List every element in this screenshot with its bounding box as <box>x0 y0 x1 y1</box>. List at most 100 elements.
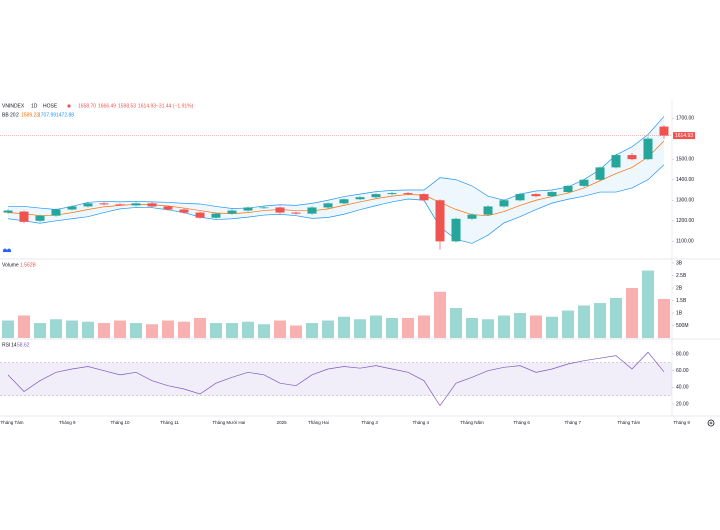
volume-bar <box>114 320 126 338</box>
bb-lower <box>7 164 665 244</box>
low: 1598.53 <box>118 103 136 109</box>
volume-bar <box>210 323 222 338</box>
candle-body <box>195 212 205 218</box>
close: 1614.93 <box>138 103 156 109</box>
bb-period: 20 <box>10 112 16 118</box>
bb-mid-value: 1589.23 <box>21 112 39 118</box>
y-tick-label: 1700.00 <box>676 115 694 121</box>
candle-body <box>531 194 541 197</box>
volume-bar <box>610 298 622 338</box>
x-tick-label: Tháng 6 <box>513 420 530 425</box>
volume-bar <box>34 323 46 338</box>
candle-body <box>579 179 589 186</box>
rsi-name: RSI <box>2 342 10 348</box>
candle-body <box>451 218 461 242</box>
y-tick-label: 80.00 <box>676 351 689 357</box>
volume-bar <box>242 321 254 338</box>
candle-body <box>483 206 493 215</box>
gear[interactable] <box>707 419 715 427</box>
candle-body <box>243 207 253 211</box>
volume-bar <box>578 305 590 338</box>
volume-bar <box>98 323 110 338</box>
volume-bar <box>146 324 158 338</box>
volume-bar <box>130 323 142 338</box>
high: 1666.49 <box>98 103 116 109</box>
volume-bar <box>482 319 494 338</box>
volume-bar <box>626 288 638 338</box>
candle-body <box>115 204 125 206</box>
volume-bar <box>338 316 350 338</box>
y-tick-label: 1100.00 <box>676 239 694 245</box>
volume-bar <box>290 325 302 338</box>
x-tick-label: Tháng 9 <box>673 420 690 425</box>
candle-body <box>51 209 61 216</box>
volume-bar <box>322 320 334 338</box>
gear-center[interactable] <box>709 421 713 425</box>
candle-body <box>35 215 45 221</box>
candle-body <box>275 207 285 213</box>
volume-bar <box>562 310 574 338</box>
x-tick-label: Tháng Mười Hai <box>212 420 245 425</box>
y-tick-label: 1500.00 <box>676 157 694 163</box>
candle-body <box>627 155 637 160</box>
candle-body <box>515 194 525 201</box>
candle-body <box>467 214 477 219</box>
y-tick-label: 2B <box>676 285 683 291</box>
x-tick-label: Tháng 11 <box>160 420 179 425</box>
settings-icon[interactable] <box>707 419 715 427</box>
bb-name: BB <box>2 112 9 118</box>
volume-bar <box>226 323 238 338</box>
status-dot <box>67 104 71 108</box>
y-tick-label: 40.00 <box>676 385 689 391</box>
volume-bar <box>50 319 62 338</box>
volume-bar <box>642 270 654 338</box>
candle-body <box>563 185 573 193</box>
y-tick-label: 3B <box>676 260 683 266</box>
volume-bar <box>274 320 286 338</box>
y-tick-label: 60.00 <box>676 368 689 374</box>
volume-bar <box>514 313 526 338</box>
rsi-line <box>7 351 665 407</box>
change: −31.44 (−1.91%) <box>156 103 194 109</box>
x-tick-label: Tháng 4 <box>413 420 430 425</box>
volume-bar <box>402 318 414 338</box>
candle-body <box>435 200 445 242</box>
candle-body <box>547 192 557 197</box>
candle-body <box>67 206 77 210</box>
x-tick-label: Tháng 3 <box>361 420 378 425</box>
volume-bar <box>530 315 542 338</box>
x-tick-label: Tháng Tám <box>617 420 640 425</box>
candle-body <box>259 207 269 209</box>
candle-body <box>403 193 413 195</box>
candle-body <box>227 210 237 214</box>
candle-body <box>3 210 13 213</box>
candle-body <box>387 193 397 195</box>
x-tick-label: Tháng Tám <box>1 420 24 425</box>
y-tick-label: 1.5B <box>676 298 687 304</box>
volume-bar <box>466 318 478 338</box>
candle-body <box>643 138 653 160</box>
candle-body <box>595 167 605 180</box>
bb-lower-value: 1472.88 <box>56 112 74 118</box>
volume-bar <box>162 320 174 338</box>
volume-bar <box>594 303 606 338</box>
open: 1658.70 <box>78 103 96 109</box>
y-tick-label: 1200.00 <box>676 218 694 224</box>
volume-bar <box>370 315 382 338</box>
bb-fill <box>8 116 664 244</box>
volume-bar <box>354 319 366 338</box>
rsi-value: 58.62 <box>17 342 30 348</box>
y-tick-label: 1300.00 <box>676 198 694 204</box>
bb-upper-value: 1707.99 <box>38 112 56 118</box>
x-tick-label: Tháng Hai <box>308 420 329 425</box>
y-tick-label: 1400.00 <box>676 177 694 183</box>
x-tick-label: Tháng 9 <box>59 420 76 425</box>
volume-bar <box>546 316 558 338</box>
candle-body <box>355 197 365 200</box>
candle-body <box>323 203 333 208</box>
candle-body <box>339 199 349 204</box>
candle-body <box>211 213 221 218</box>
volume-bar <box>418 315 430 338</box>
